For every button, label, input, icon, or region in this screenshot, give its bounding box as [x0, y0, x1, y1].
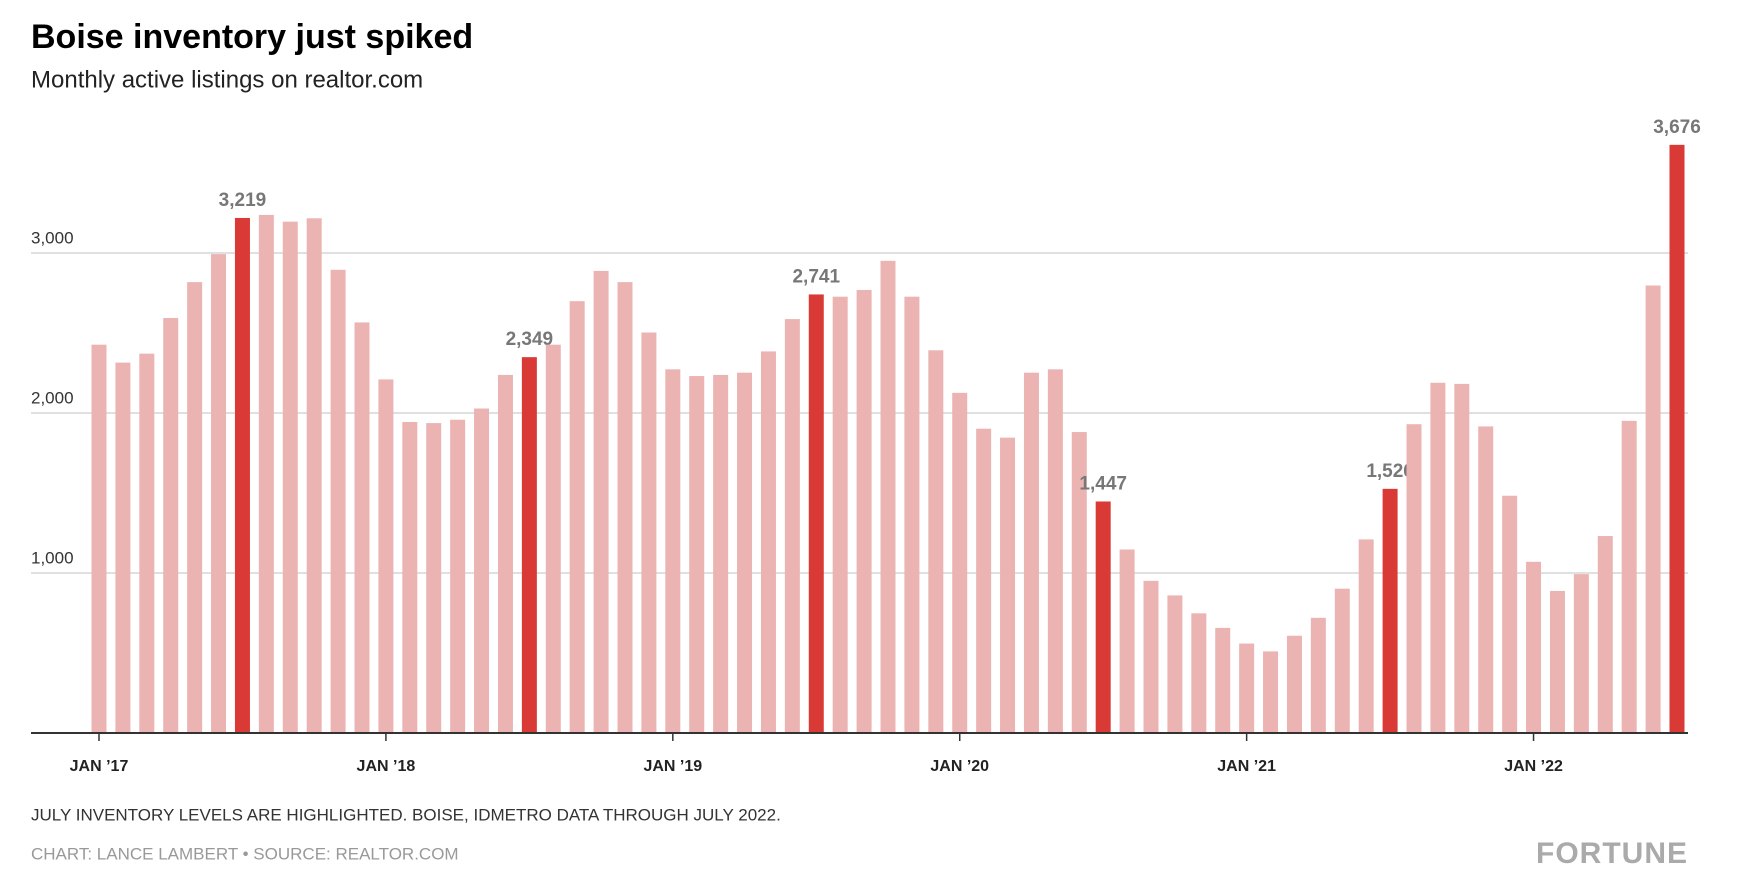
bar — [330, 269, 346, 733]
bar — [1358, 539, 1374, 733]
x-tick-label: JAN ’21 — [1217, 758, 1276, 775]
bar — [1382, 488, 1398, 733]
bar — [1430, 382, 1446, 733]
chart-subtitle: Monthly active listings on realtor.com — [31, 66, 423, 93]
bar — [426, 423, 442, 733]
bar — [1239, 643, 1255, 733]
bar — [378, 379, 394, 733]
bar — [1549, 590, 1565, 733]
bar — [1000, 437, 1016, 733]
bar — [545, 344, 561, 733]
bar — [354, 322, 370, 733]
bar — [737, 372, 753, 733]
bar — [163, 317, 179, 733]
bar — [1047, 369, 1063, 733]
bar — [760, 351, 776, 733]
bar — [139, 353, 155, 733]
bar — [641, 332, 657, 733]
bar — [1502, 495, 1518, 733]
bar — [832, 296, 848, 733]
value-label: 2,349 — [506, 329, 554, 350]
bar — [115, 362, 131, 733]
bar — [904, 296, 920, 733]
bar — [689, 376, 705, 733]
bar — [474, 408, 490, 733]
bar — [1286, 635, 1302, 733]
bar — [1095, 501, 1111, 733]
bar — [1263, 651, 1279, 733]
bar — [665, 369, 681, 733]
bar — [593, 270, 609, 733]
bar — [1406, 424, 1422, 733]
bar — [784, 319, 800, 733]
x-tick-label: JAN ’22 — [1504, 758, 1563, 775]
x-tick-label: JAN ’19 — [643, 758, 702, 775]
bar — [713, 374, 729, 733]
value-label: 1,526 — [1366, 461, 1414, 482]
x-tick-label: JAN ’20 — [930, 758, 989, 775]
bar — [282, 221, 298, 733]
bar — [952, 392, 968, 733]
x-tick-label: JAN ’18 — [357, 758, 416, 775]
bar — [928, 350, 944, 733]
bar — [1334, 588, 1350, 733]
bar — [1478, 426, 1494, 733]
y-tick-label: 3,000 — [31, 228, 74, 247]
bar — [521, 357, 537, 733]
bar — [808, 294, 824, 733]
bar — [1143, 580, 1159, 733]
bar — [1526, 561, 1542, 733]
bar — [1191, 613, 1207, 733]
bar — [569, 301, 585, 733]
bar — [1071, 432, 1087, 733]
bar — [402, 421, 418, 733]
bar — [617, 282, 633, 733]
bar — [856, 289, 872, 733]
chart-title: Boise inventory just spiked — [31, 18, 473, 56]
bar — [187, 282, 203, 733]
bar — [1597, 536, 1613, 733]
bar — [1215, 627, 1231, 733]
credit: CHART: LANCE LAMBERT • SOURCE: REALTOR.C… — [31, 844, 459, 863]
bar — [1573, 574, 1589, 733]
bar — [1669, 144, 1685, 734]
bar — [1454, 383, 1470, 733]
bar — [1310, 617, 1326, 733]
bar — [1023, 372, 1039, 733]
note: JULY INVENTORY LEVELS ARE HIGHLIGHTED. B… — [31, 805, 781, 824]
y-tick-label: 2,000 — [31, 388, 74, 407]
bar — [1167, 595, 1183, 733]
bar — [258, 214, 274, 734]
bar — [450, 419, 466, 733]
bar — [880, 260, 896, 733]
bar — [1621, 420, 1637, 733]
value-label: 1,447 — [1079, 473, 1127, 494]
value-label: 2,741 — [792, 266, 840, 287]
bar — [91, 344, 107, 733]
x-tick-label: JAN ’17 — [70, 758, 129, 775]
y-tick-label: 1,000 — [31, 548, 74, 567]
bar — [306, 218, 322, 733]
bar — [1119, 549, 1135, 733]
bar — [497, 374, 513, 733]
value-label: 3,219 — [219, 190, 267, 211]
brand-logo: FORTUNE — [1536, 837, 1688, 870]
bar — [211, 254, 227, 733]
bar — [1645, 285, 1661, 733]
bar — [976, 428, 992, 733]
bar — [234, 217, 250, 733]
value-label: 3,676 — [1653, 117, 1701, 138]
